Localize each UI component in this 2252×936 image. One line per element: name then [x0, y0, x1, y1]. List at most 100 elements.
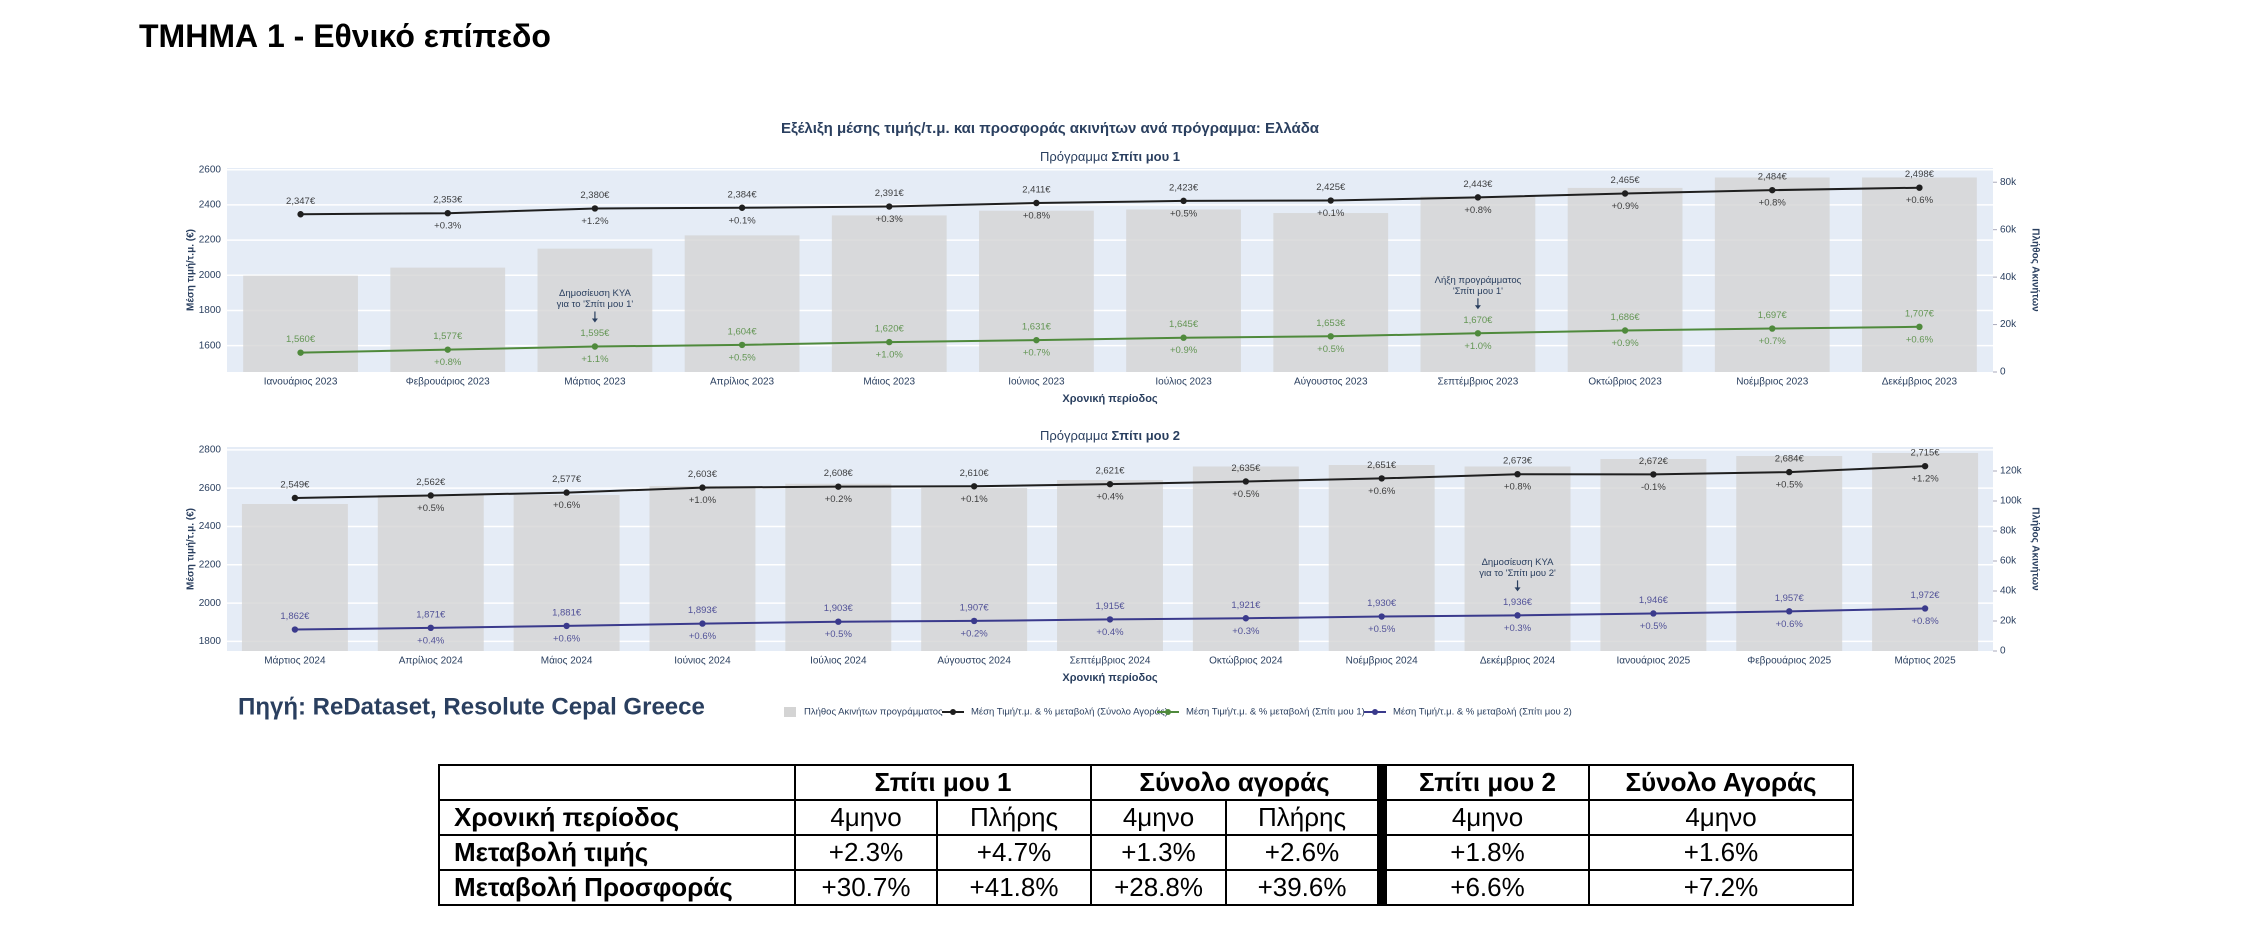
- x-tick-label: Δεκέμβριος 2024: [1480, 655, 1556, 667]
- change-label: +0.6%: [1776, 619, 1804, 630]
- subplot-title-prefix: Πρόγραμμα: [1040, 149, 1108, 164]
- change-label: +0.8%: [434, 357, 462, 368]
- y2-tick-label: 20k: [2000, 319, 2017, 330]
- x-tick-label: Νοέμβριος 2023: [1736, 376, 1809, 388]
- y-tick-label: 2000: [199, 270, 222, 281]
- change-label: +0.1%: [1317, 208, 1345, 219]
- line-point: [1916, 323, 1923, 331]
- legend-label: Μέση Τιμή/τ.μ. & % μεταβολή (Σύνολο Αγορ…: [971, 707, 1168, 718]
- change-label: +0.8%: [1759, 198, 1787, 209]
- bar: [1872, 453, 1979, 651]
- legend-label: Μέση Τιμή/τ.μ. & % μεταβολή (Σπίτι μου 2…: [1393, 707, 1572, 718]
- table-cell: +1.3%: [1090, 834, 1228, 871]
- line-point: [1474, 194, 1482, 201]
- y2-tick-label: 0: [2000, 646, 2006, 657]
- annotation-arrowhead: [591, 318, 598, 323]
- value-label: 2,443€: [1463, 179, 1493, 190]
- subplot-title: Πρόγραμμα Σπίτι μου 1: [1040, 149, 1180, 164]
- change-label: +0.6%: [1368, 486, 1396, 497]
- line-point: [591, 343, 599, 350]
- table-cell: 4μηνο: [1588, 799, 1855, 836]
- page-title: ΤΜΗΜΑ 1 - Εθνικό επίπεδο: [139, 18, 551, 54]
- annotation-text: Δημοσίευση ΚΥΑ: [559, 288, 632, 299]
- value-label: 2,684€: [1775, 454, 1805, 465]
- change-label: +0.6%: [689, 631, 717, 642]
- bar: [1328, 465, 1435, 651]
- value-label: 1,697€: [1758, 310, 1788, 321]
- change-label: +0.5%: [825, 629, 853, 640]
- value-label: 1,915€: [1095, 601, 1125, 612]
- line-point: [1474, 330, 1482, 337]
- line-point: [1180, 334, 1187, 341]
- y2-tick-label: 40k: [2000, 586, 2017, 597]
- row-label: Μεταβολή τιμής: [438, 834, 796, 871]
- change-label: +0.9%: [1611, 201, 1639, 212]
- value-label: 2,715€: [1911, 448, 1941, 459]
- value-label: 2,465€: [1611, 175, 1641, 186]
- value-label: 2,651€: [1367, 460, 1397, 471]
- line-point: [1916, 184, 1923, 191]
- line-point: [1621, 327, 1629, 334]
- table-group-header: Σύνολο αγοράς: [1090, 764, 1384, 801]
- change-label: +0.5%: [1317, 344, 1345, 355]
- value-label: 2,672€: [1639, 456, 1669, 467]
- table-cell: +39.6%: [1225, 869, 1384, 906]
- line-point: [1786, 468, 1793, 476]
- y2-tick-label: 80k: [2000, 177, 2017, 188]
- change-label: +0.1%: [728, 215, 756, 226]
- table-cell: +6.6%: [1377, 869, 1591, 906]
- line-point: [1033, 336, 1040, 344]
- line-point: [886, 203, 893, 210]
- line-point: [970, 483, 978, 490]
- line-point: [1921, 605, 1929, 612]
- y-axis-title: Μέση τιμή/τ.μ. (€): [186, 508, 197, 590]
- change-label: +0.5%: [1776, 480, 1804, 491]
- change-label: +0.6%: [553, 500, 581, 511]
- line-point: [1378, 475, 1385, 482]
- line-point: [886, 338, 893, 346]
- line-point: [835, 483, 842, 490]
- annotation-text: Δημοσίευση ΚΥΑ: [1482, 557, 1555, 568]
- x-tick-label: Μάρτιος 2025: [1894, 655, 1956, 667]
- x-tick-label: Απρίλιος 2023: [710, 376, 775, 388]
- y2-axis-title: Πλήθος Ακινήτων: [2029, 507, 2040, 591]
- legend-swatch-point: [950, 709, 956, 715]
- value-label: 1,903€: [824, 603, 854, 614]
- x-tick-label: Αύγουστος 2023: [1294, 376, 1368, 388]
- line-point: [1180, 197, 1187, 205]
- x-tick-label: Ιανουάριος 2023: [264, 376, 338, 388]
- x-tick-label: Νοέμβριος 2024: [1346, 655, 1419, 667]
- table-group-row: Σπίτι μου 1 Σύνολο αγοράς Σπίτι μου 2 Σύ…: [438, 764, 1855, 801]
- value-label: 2,498€: [1905, 169, 1935, 180]
- table-group-header: Σύνολο Αγοράς: [1588, 764, 1855, 801]
- legend: Πλήθος Ακινήτων προγράμματος Μέση Τιμή/τ.…: [784, 707, 1572, 718]
- line-point: [1921, 462, 1929, 470]
- x-axis-title: Χρονική περίοδος: [1062, 393, 1158, 405]
- change-label: +0.5%: [417, 503, 445, 514]
- table-cell: +7.2%: [1588, 869, 1855, 906]
- change-label: +0.8%: [1464, 205, 1492, 216]
- bar: [979, 210, 1094, 372]
- x-tick-label: Ιούνιος 2023: [1008, 376, 1065, 388]
- line-point: [1327, 197, 1334, 204]
- line-point: [738, 341, 746, 349]
- bar: [684, 235, 800, 372]
- x-tick-label: Οκτώβριος 2023: [1588, 376, 1662, 388]
- line-point: [1769, 186, 1776, 194]
- change-label: +0.5%: [1232, 489, 1260, 500]
- line-point: [699, 484, 706, 491]
- table-cell: 4μηνο: [794, 799, 938, 836]
- value-label: 1,972€: [1911, 590, 1941, 601]
- change-label: +0.3%: [1504, 623, 1532, 634]
- y-tick-label: 2400: [199, 200, 222, 211]
- x-tick-label: Μάρτιος 2023: [564, 376, 626, 388]
- change-label: +0.4%: [1096, 492, 1124, 503]
- table-cell: 4μηνο: [1377, 799, 1591, 836]
- change-label: +0.9%: [1611, 338, 1639, 349]
- line: [300, 325, 1920, 354]
- change-label: +0.9%: [1170, 345, 1198, 356]
- line-point: [1242, 615, 1250, 622]
- bar: [921, 487, 1028, 651]
- value-label: 2,621€: [1095, 466, 1125, 477]
